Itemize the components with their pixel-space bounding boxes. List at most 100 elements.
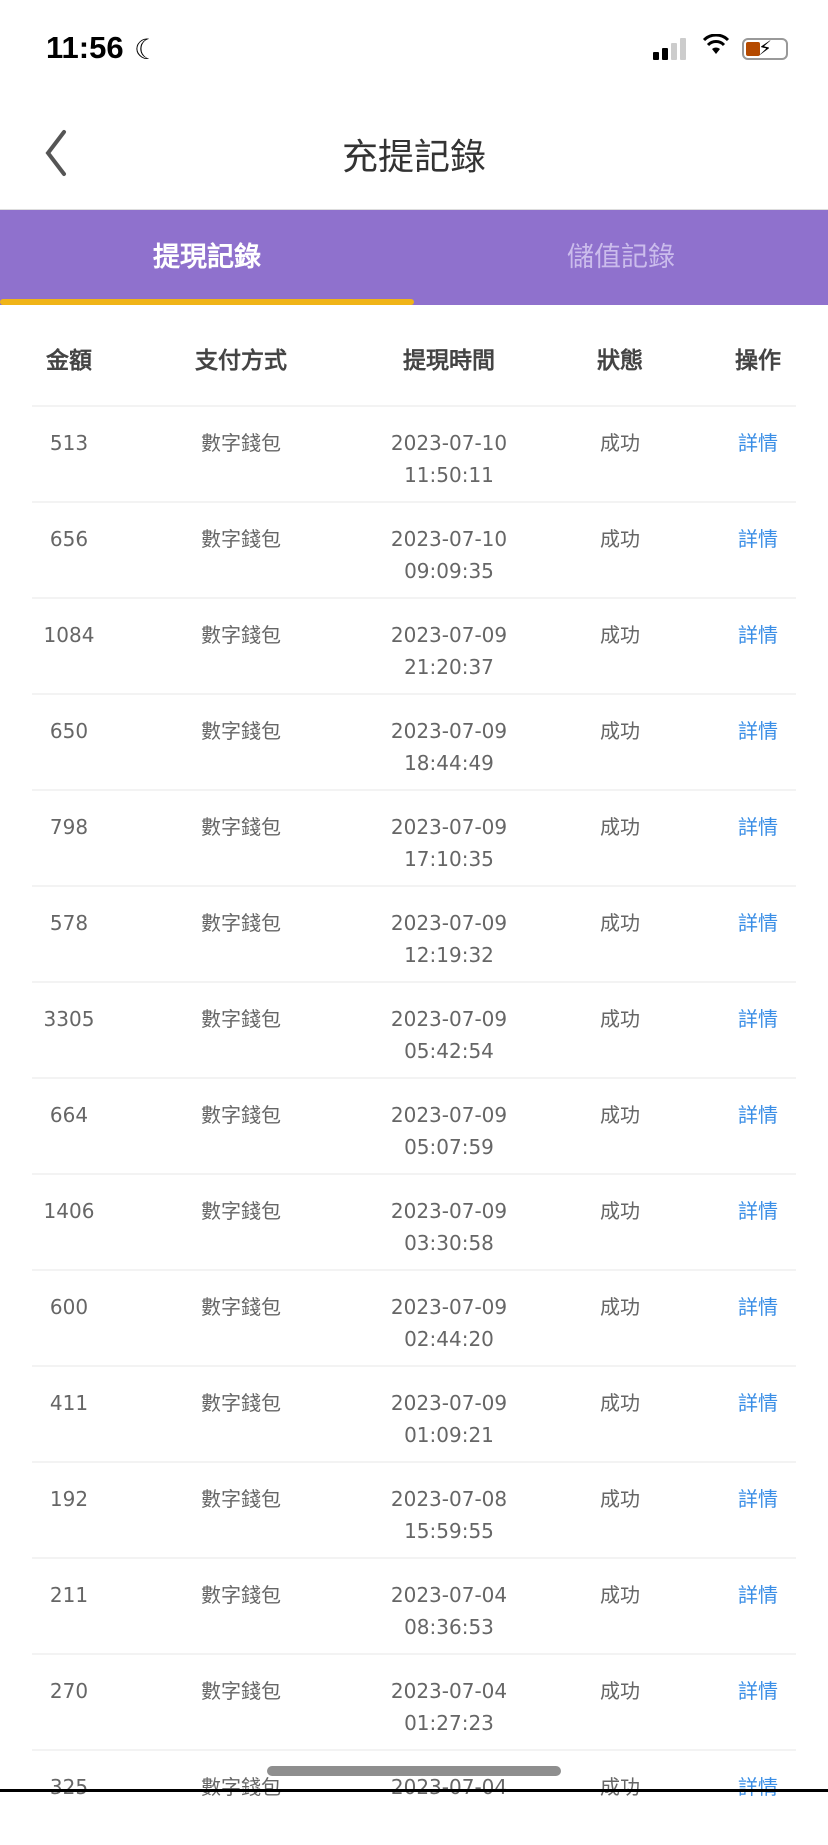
status-cell: 成功 bbox=[600, 719, 640, 743]
details-link[interactable]: 詳情 bbox=[738, 719, 778, 743]
time-cell: 2023-07-09 03:30:58 bbox=[391, 1195, 507, 1259]
time-cell: 2023-07-09 02:44:20 bbox=[391, 1291, 507, 1355]
battery-charging-icon: ⚡ bbox=[742, 36, 788, 60]
table-header: 金額 支付方式 提現時間 狀態 操作 bbox=[0, 305, 828, 405]
details-link[interactable]: 詳情 bbox=[738, 1775, 778, 1799]
status-cell: 成功 bbox=[600, 815, 640, 839]
time-text: 08:36:53 bbox=[404, 1615, 494, 1639]
status-cell: 成功 bbox=[600, 527, 640, 551]
date-text: 2023-07-09 bbox=[390, 623, 508, 647]
details-link[interactable]: 詳情 bbox=[738, 623, 778, 647]
details-link[interactable]: 詳情 bbox=[738, 1295, 778, 1319]
status-cell: 成功 bbox=[600, 623, 640, 647]
time-text: 11:50:11 bbox=[404, 463, 494, 487]
time-cell: 2023-07-09 21:20:37 bbox=[391, 619, 507, 683]
method-cell: 數字錢包 bbox=[201, 1007, 281, 1031]
status-cell: 成功 bbox=[600, 1679, 640, 1703]
date-text: 2023-07-09 bbox=[390, 1103, 508, 1127]
column-header-method: 支付方式 bbox=[195, 348, 287, 374]
tab-withdrawal-records[interactable]: 提現記錄 bbox=[153, 242, 261, 273]
details-link[interactable]: 詳情 bbox=[738, 1391, 778, 1415]
amount-cell: 798 bbox=[49, 815, 89, 839]
date-text: 2023-07-09 bbox=[390, 719, 508, 743]
details-link[interactable]: 詳情 bbox=[738, 1487, 778, 1511]
method-cell: 數字錢包 bbox=[201, 1103, 281, 1127]
status-cell: 成功 bbox=[600, 1487, 640, 1511]
method-cell: 數字錢包 bbox=[201, 527, 281, 551]
time-text: 09:09:35 bbox=[404, 559, 494, 583]
method-cell: 數字錢包 bbox=[201, 1679, 281, 1703]
time-text: 02:44:20 bbox=[404, 1327, 494, 1351]
amount-cell: 270 bbox=[49, 1679, 89, 1703]
table-row: 1406 數字錢包 2023-07-09 03:30:58 成功 詳情 bbox=[32, 1173, 796, 1269]
time-text: 12:19:32 bbox=[404, 943, 494, 967]
table-row: 325 數字錢包 2023-07-04 成功 詳情 bbox=[32, 1749, 796, 1845]
time-cell: 2023-07-09 12:19:32 bbox=[391, 907, 507, 971]
time-cell: 2023-07-04 01:27:23 bbox=[391, 1675, 507, 1739]
time-cell: 2023-07-04 08:36:53 bbox=[391, 1579, 507, 1643]
time-text: 01:27:23 bbox=[404, 1711, 494, 1735]
time-text: 21:20:37 bbox=[404, 655, 494, 679]
status-cell: 成功 bbox=[600, 1199, 640, 1223]
time-text: 05:07:59 bbox=[404, 1135, 494, 1159]
table-row: 192 數字錢包 2023-07-08 15:59:55 成功 詳情 bbox=[32, 1461, 796, 1557]
amount-cell: 1084 bbox=[43, 623, 95, 647]
date-text: 2023-07-09 bbox=[390, 815, 508, 839]
method-cell: 數字錢包 bbox=[201, 623, 281, 647]
table-row: 798 數字錢包 2023-07-09 17:10:35 成功 詳情 bbox=[32, 789, 796, 885]
date-text: 2023-07-10 bbox=[390, 431, 508, 455]
amount-cell: 1406 bbox=[43, 1199, 95, 1223]
details-link[interactable]: 詳情 bbox=[738, 1679, 778, 1703]
table-row: 513 數字錢包 2023-07-10 11:50:11 成功 詳情 bbox=[32, 405, 796, 501]
date-text: 2023-07-04 bbox=[390, 1583, 508, 1607]
column-header-time: 提現時間 bbox=[403, 348, 495, 374]
wifi-icon bbox=[702, 33, 730, 62]
status-time: 11:56 bbox=[46, 30, 124, 65]
date-text: 2023-07-09 bbox=[390, 911, 508, 935]
table-row: 270 數字錢包 2023-07-04 01:27:23 成功 詳情 bbox=[32, 1653, 796, 1749]
column-header-action: 操作 bbox=[735, 348, 781, 374]
date-text: 2023-07-04 bbox=[390, 1679, 508, 1703]
table-row: 664 數字錢包 2023-07-09 05:07:59 成功 詳情 bbox=[32, 1077, 796, 1173]
details-link[interactable]: 詳情 bbox=[738, 431, 778, 455]
table-row: 3305 數字錢包 2023-07-09 05:42:54 成功 詳情 bbox=[32, 981, 796, 1077]
time-text: 15:59:55 bbox=[404, 1519, 494, 1543]
details-link[interactable]: 詳情 bbox=[738, 1103, 778, 1127]
screen-edge bbox=[0, 1789, 828, 1792]
details-link[interactable]: 詳情 bbox=[738, 1199, 778, 1223]
back-button[interactable] bbox=[40, 128, 74, 178]
details-link[interactable]: 詳情 bbox=[738, 527, 778, 551]
column-header-status: 狀態 bbox=[597, 348, 643, 374]
time-cell: 2023-07-09 17:10:35 bbox=[391, 811, 507, 875]
table-row: 578 數字錢包 2023-07-09 12:19:32 成功 詳情 bbox=[32, 885, 796, 981]
status-cell: 成功 bbox=[600, 1007, 640, 1031]
time-cell: 2023-07-09 05:42:54 bbox=[391, 1003, 507, 1067]
details-link[interactable]: 詳情 bbox=[738, 1583, 778, 1607]
details-link[interactable]: 詳情 bbox=[738, 1007, 778, 1031]
page-title: 充提記錄 bbox=[341, 137, 486, 178]
active-tab-indicator bbox=[0, 299, 414, 305]
amount-cell: 650 bbox=[49, 719, 89, 743]
time-text: 05:42:54 bbox=[404, 1039, 494, 1063]
method-cell: 數字錢包 bbox=[201, 815, 281, 839]
time-cell: 2023-07-09 05:07:59 bbox=[391, 1099, 507, 1163]
method-cell: 數字錢包 bbox=[201, 1199, 281, 1223]
tab-deposit-records[interactable]: 儲值記錄 bbox=[567, 242, 675, 273]
method-cell: 數字錢包 bbox=[201, 1775, 281, 1799]
method-cell: 數字錢包 bbox=[201, 431, 281, 455]
signal-icon bbox=[653, 38, 686, 60]
details-link[interactable]: 詳情 bbox=[738, 911, 778, 935]
date-text: 2023-07-09 bbox=[390, 1295, 508, 1319]
date-text: 2023-07-08 bbox=[390, 1487, 508, 1511]
amount-cell: 600 bbox=[49, 1295, 89, 1319]
time-text: 18:44:49 bbox=[404, 751, 494, 775]
amount-cell: 192 bbox=[49, 1487, 89, 1511]
home-indicator[interactable] bbox=[267, 1766, 561, 1776]
status-cell: 成功 bbox=[600, 1295, 640, 1319]
amount-cell: 411 bbox=[49, 1391, 89, 1415]
time-text: 01:09:21 bbox=[404, 1423, 494, 1447]
details-link[interactable]: 詳情 bbox=[738, 815, 778, 839]
time-text: 17:10:35 bbox=[404, 847, 494, 871]
status-cell: 成功 bbox=[600, 431, 640, 455]
amount-cell: 656 bbox=[49, 527, 89, 551]
